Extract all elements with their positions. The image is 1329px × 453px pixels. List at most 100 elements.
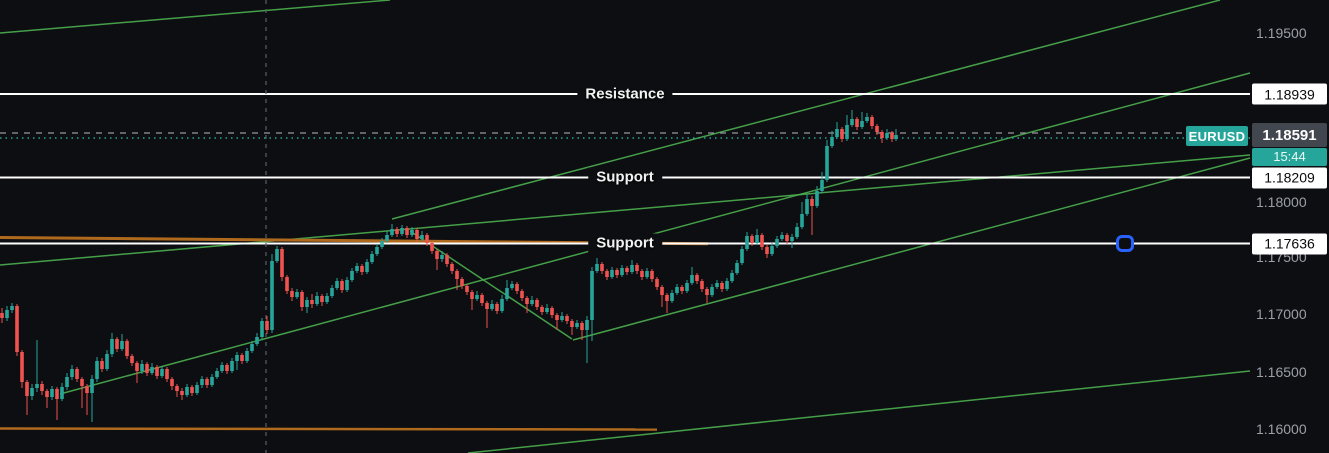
candle-body <box>400 228 404 234</box>
candle-body <box>890 133 894 139</box>
candle-body <box>330 288 334 296</box>
candle-body <box>320 296 324 302</box>
candle-body <box>120 341 124 349</box>
candle-body <box>85 386 89 393</box>
candle-body <box>20 352 24 382</box>
candle-body <box>200 379 204 385</box>
resistance-label[interactable]: Resistance <box>577 84 673 104</box>
candle-body <box>130 356 134 363</box>
candle-body <box>45 391 49 397</box>
candle-body <box>385 235 389 241</box>
candle-body <box>325 296 329 302</box>
candle-body <box>595 264 599 271</box>
trendline-steep-channel-lower[interactable] <box>572 157 1251 341</box>
candle-body <box>815 191 819 206</box>
candle-body <box>100 361 104 369</box>
candle-body <box>515 284 519 291</box>
candle-body <box>865 117 869 121</box>
axis-tick-1.17000: 1.17000 <box>1256 306 1307 322</box>
candle-body <box>90 379 94 393</box>
candle-body <box>585 320 589 330</box>
orange-ray-1.1600[interactable] <box>0 427 658 431</box>
candle-body <box>280 249 284 277</box>
candle-body <box>540 307 544 312</box>
candle-body <box>395 229 399 234</box>
candle-body <box>55 389 59 399</box>
candle-body <box>435 251 439 259</box>
candle-body <box>500 299 504 311</box>
candle-body <box>185 387 189 395</box>
candle-body <box>525 298 529 304</box>
candle-body <box>790 237 794 241</box>
trendline-channel-lower-shallow[interactable] <box>0 154 1251 266</box>
candle-body <box>150 367 154 373</box>
candle-body <box>675 287 679 293</box>
candle-body <box>15 306 19 352</box>
candle-body <box>405 228 409 235</box>
candle-body <box>805 199 809 214</box>
candle-body <box>670 293 674 301</box>
candle-body <box>300 292 304 307</box>
candle-body <box>555 315 559 320</box>
axis-tick-1.19500: 1.19500 <box>1256 25 1307 41</box>
candle-body <box>5 310 9 318</box>
candle-body <box>290 291 294 297</box>
trendline-corrective-downtrend[interactable] <box>409 230 573 340</box>
candle-body <box>660 287 664 295</box>
candle-body <box>625 268 629 272</box>
candle-body <box>250 344 254 351</box>
candle-body <box>520 291 524 298</box>
candle-body <box>825 146 829 180</box>
candle-body <box>105 354 109 369</box>
trendline-channel-bottom-shallow[interactable] <box>467 370 1251 453</box>
candle-body <box>390 229 394 235</box>
candle-body <box>255 337 259 344</box>
candle-body <box>60 387 64 399</box>
trendline-channel-upper-shallow[interactable] <box>0 0 391 34</box>
candle-body <box>40 384 44 391</box>
candle-body <box>345 280 349 290</box>
candle-body <box>360 266 364 272</box>
candle-body <box>650 271 654 279</box>
candle-body <box>450 264 454 271</box>
candle-body <box>445 255 449 264</box>
price-axis[interactable]: 1.195001.190001.180001.175001.170001.165… <box>1250 0 1329 453</box>
candle-body <box>800 214 804 227</box>
candle-body <box>760 235 764 247</box>
candle-body <box>410 230 414 235</box>
candle-body <box>440 255 444 259</box>
candle-body <box>685 283 689 291</box>
trendline-steep-channel-upper[interactable] <box>391 0 1221 220</box>
candle-body <box>700 281 704 289</box>
support-lower-label[interactable]: Support <box>588 233 662 253</box>
candle-body <box>615 270 619 275</box>
candle-body <box>885 133 889 138</box>
symbol-price-flag: EURUSD <box>1186 126 1248 146</box>
candle-body <box>110 339 114 354</box>
candle-body <box>165 369 169 379</box>
candle-body <box>365 262 369 272</box>
candle-body <box>25 382 29 396</box>
candle-body <box>170 379 174 386</box>
axis-badge-1.18591: 1.18591 <box>1252 123 1327 147</box>
support-upper-label[interactable]: Support <box>588 167 662 187</box>
candle-body <box>535 300 539 307</box>
candle-body <box>180 391 184 395</box>
candle-body <box>485 303 489 309</box>
line-handle-marker[interactable] <box>1116 235 1134 252</box>
candle-body <box>80 379 84 386</box>
candle-body <box>480 295 484 303</box>
candle-body <box>715 283 719 287</box>
candle-body <box>580 323 584 330</box>
candle-body <box>340 281 344 290</box>
candle-body <box>705 289 709 295</box>
candle-body <box>260 321 264 337</box>
candle-body <box>375 247 379 254</box>
candle-body <box>635 265 639 271</box>
candle-body <box>545 308 549 312</box>
candle-body <box>560 316 564 320</box>
candle-body <box>75 369 79 379</box>
candle-body <box>160 369 164 376</box>
candle-body <box>860 121 864 127</box>
